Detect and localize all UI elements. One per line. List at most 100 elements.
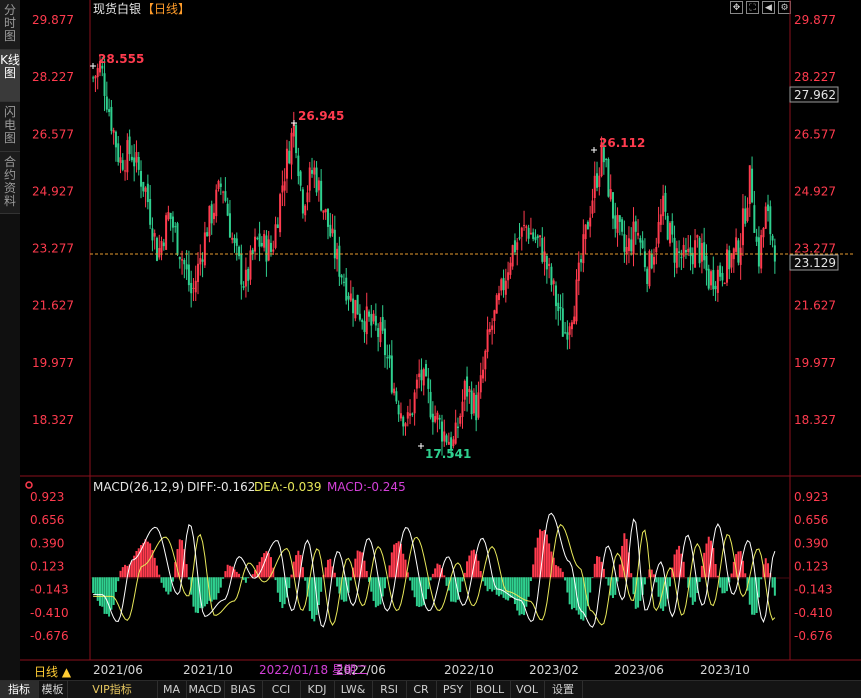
candle-body xyxy=(575,279,578,322)
candle-body xyxy=(502,277,505,291)
candle-body xyxy=(573,316,576,324)
low-label-1: 17.541 xyxy=(425,447,471,461)
price-tick-left: 18.327 xyxy=(32,413,74,427)
side-tab-label: 闪电图 xyxy=(3,105,16,145)
candle-body xyxy=(725,249,728,283)
candle-body xyxy=(445,435,448,443)
candle-body xyxy=(365,306,368,335)
candle-body xyxy=(475,394,478,421)
candle-body xyxy=(267,239,270,261)
candle-body xyxy=(235,238,238,246)
candle-body xyxy=(251,249,254,255)
candle-body xyxy=(197,263,200,282)
macd-tick-right: -0.410 xyxy=(794,606,833,620)
chart-period: 【日线】 xyxy=(142,2,190,16)
high-marker-2: 26.945 xyxy=(291,109,344,126)
candle-body xyxy=(240,253,243,285)
period-button[interactable]: 日线 ▲ xyxy=(34,665,72,679)
candle-body xyxy=(468,388,471,393)
candle-body xyxy=(746,207,749,221)
tab-vip-indicator[interactable]: VIP指标 xyxy=(67,681,158,698)
tab-boll[interactable]: BOLL xyxy=(470,681,511,698)
candle-body xyxy=(648,251,651,287)
candle-body xyxy=(639,238,642,243)
candle-body xyxy=(144,187,147,192)
tab-bias[interactable]: BIAS xyxy=(224,681,263,698)
candle-body xyxy=(539,235,542,238)
candle-body xyxy=(438,417,441,420)
candle-body xyxy=(320,180,323,211)
candle-body xyxy=(459,415,462,424)
side-tab-contract[interactable]: 合约资料 xyxy=(0,152,20,214)
candle-body xyxy=(142,181,145,192)
high-marker-1: 28.555 xyxy=(90,52,144,69)
side-tab-lightning[interactable]: 闪电图 xyxy=(0,102,20,152)
move-icon[interactable]: ✥ xyxy=(730,1,743,14)
candle-body xyxy=(377,328,380,337)
tab-settings[interactable]: 设置 xyxy=(544,681,583,698)
candle-body xyxy=(516,242,519,250)
candle-body xyxy=(342,281,345,283)
candle-body xyxy=(411,413,414,415)
candle-body xyxy=(413,392,416,414)
tab-vol[interactable]: VOL xyxy=(510,681,545,698)
side-tab-timeshare[interactable]: 分时图 xyxy=(0,0,20,50)
candle-body xyxy=(160,241,163,253)
play-back-icon[interactable]: ◀ xyxy=(762,1,775,14)
candle-body xyxy=(224,191,227,201)
candle-body xyxy=(185,264,188,270)
tab-cr[interactable]: CR xyxy=(406,681,437,698)
candle-body xyxy=(664,192,667,212)
candle-body xyxy=(637,232,640,236)
tab-cci[interactable]: CCI xyxy=(262,681,301,698)
candle-body xyxy=(263,233,266,248)
candle-body xyxy=(192,287,195,289)
candle-body xyxy=(326,208,329,227)
tab-rsi[interactable]: RSI xyxy=(372,681,407,698)
macd-label: MACD(26,12,9) xyxy=(93,480,184,494)
candle-body xyxy=(525,226,528,228)
candle-body xyxy=(133,157,136,167)
candle-body xyxy=(598,175,601,187)
candle-body xyxy=(96,68,99,78)
candle-body xyxy=(771,235,774,241)
tab-lw[interactable]: LW& xyxy=(334,681,373,698)
tab-kdj[interactable]: KDJ xyxy=(300,681,335,698)
price-tick-left: 24.927 xyxy=(32,184,74,198)
candle-body xyxy=(399,413,402,419)
candle-body xyxy=(110,106,113,131)
candle-body xyxy=(559,306,562,309)
candle-body xyxy=(119,157,122,163)
candle-body xyxy=(643,251,646,268)
candle-body xyxy=(212,212,215,220)
candle-body xyxy=(190,282,193,294)
candle-body xyxy=(215,189,218,217)
candle-body xyxy=(249,250,252,280)
candle-body xyxy=(276,224,279,229)
candle-body xyxy=(721,272,724,281)
candle-body xyxy=(523,225,526,227)
candle-body xyxy=(162,242,165,247)
candle-body xyxy=(534,237,537,241)
candle-body xyxy=(395,391,398,402)
candle-body xyxy=(482,369,485,379)
tab-macd[interactable]: MACD xyxy=(186,681,225,698)
candle-body xyxy=(226,203,229,216)
candle-body xyxy=(279,194,282,233)
candle-body xyxy=(390,355,393,393)
indicator-toggle-icon[interactable] xyxy=(25,481,33,489)
candle-body xyxy=(732,248,735,260)
price-tick-left: 26.577 xyxy=(32,127,74,141)
candle-body xyxy=(518,237,521,239)
side-tab-kline[interactable]: K线图 xyxy=(0,50,20,102)
candle-body xyxy=(511,245,514,267)
tab-ma[interactable]: MA xyxy=(157,681,187,698)
candle-body xyxy=(504,280,507,295)
tab-psy[interactable]: PSY xyxy=(436,681,471,698)
tab-template[interactable]: 模板 xyxy=(38,681,68,698)
candle-body xyxy=(258,233,261,247)
tab-indicator[interactable]: 指标 xyxy=(0,681,39,698)
fullscreen-icon[interactable]: ⛶ xyxy=(746,1,759,14)
candle-body xyxy=(479,375,482,393)
candle-body xyxy=(379,322,382,343)
